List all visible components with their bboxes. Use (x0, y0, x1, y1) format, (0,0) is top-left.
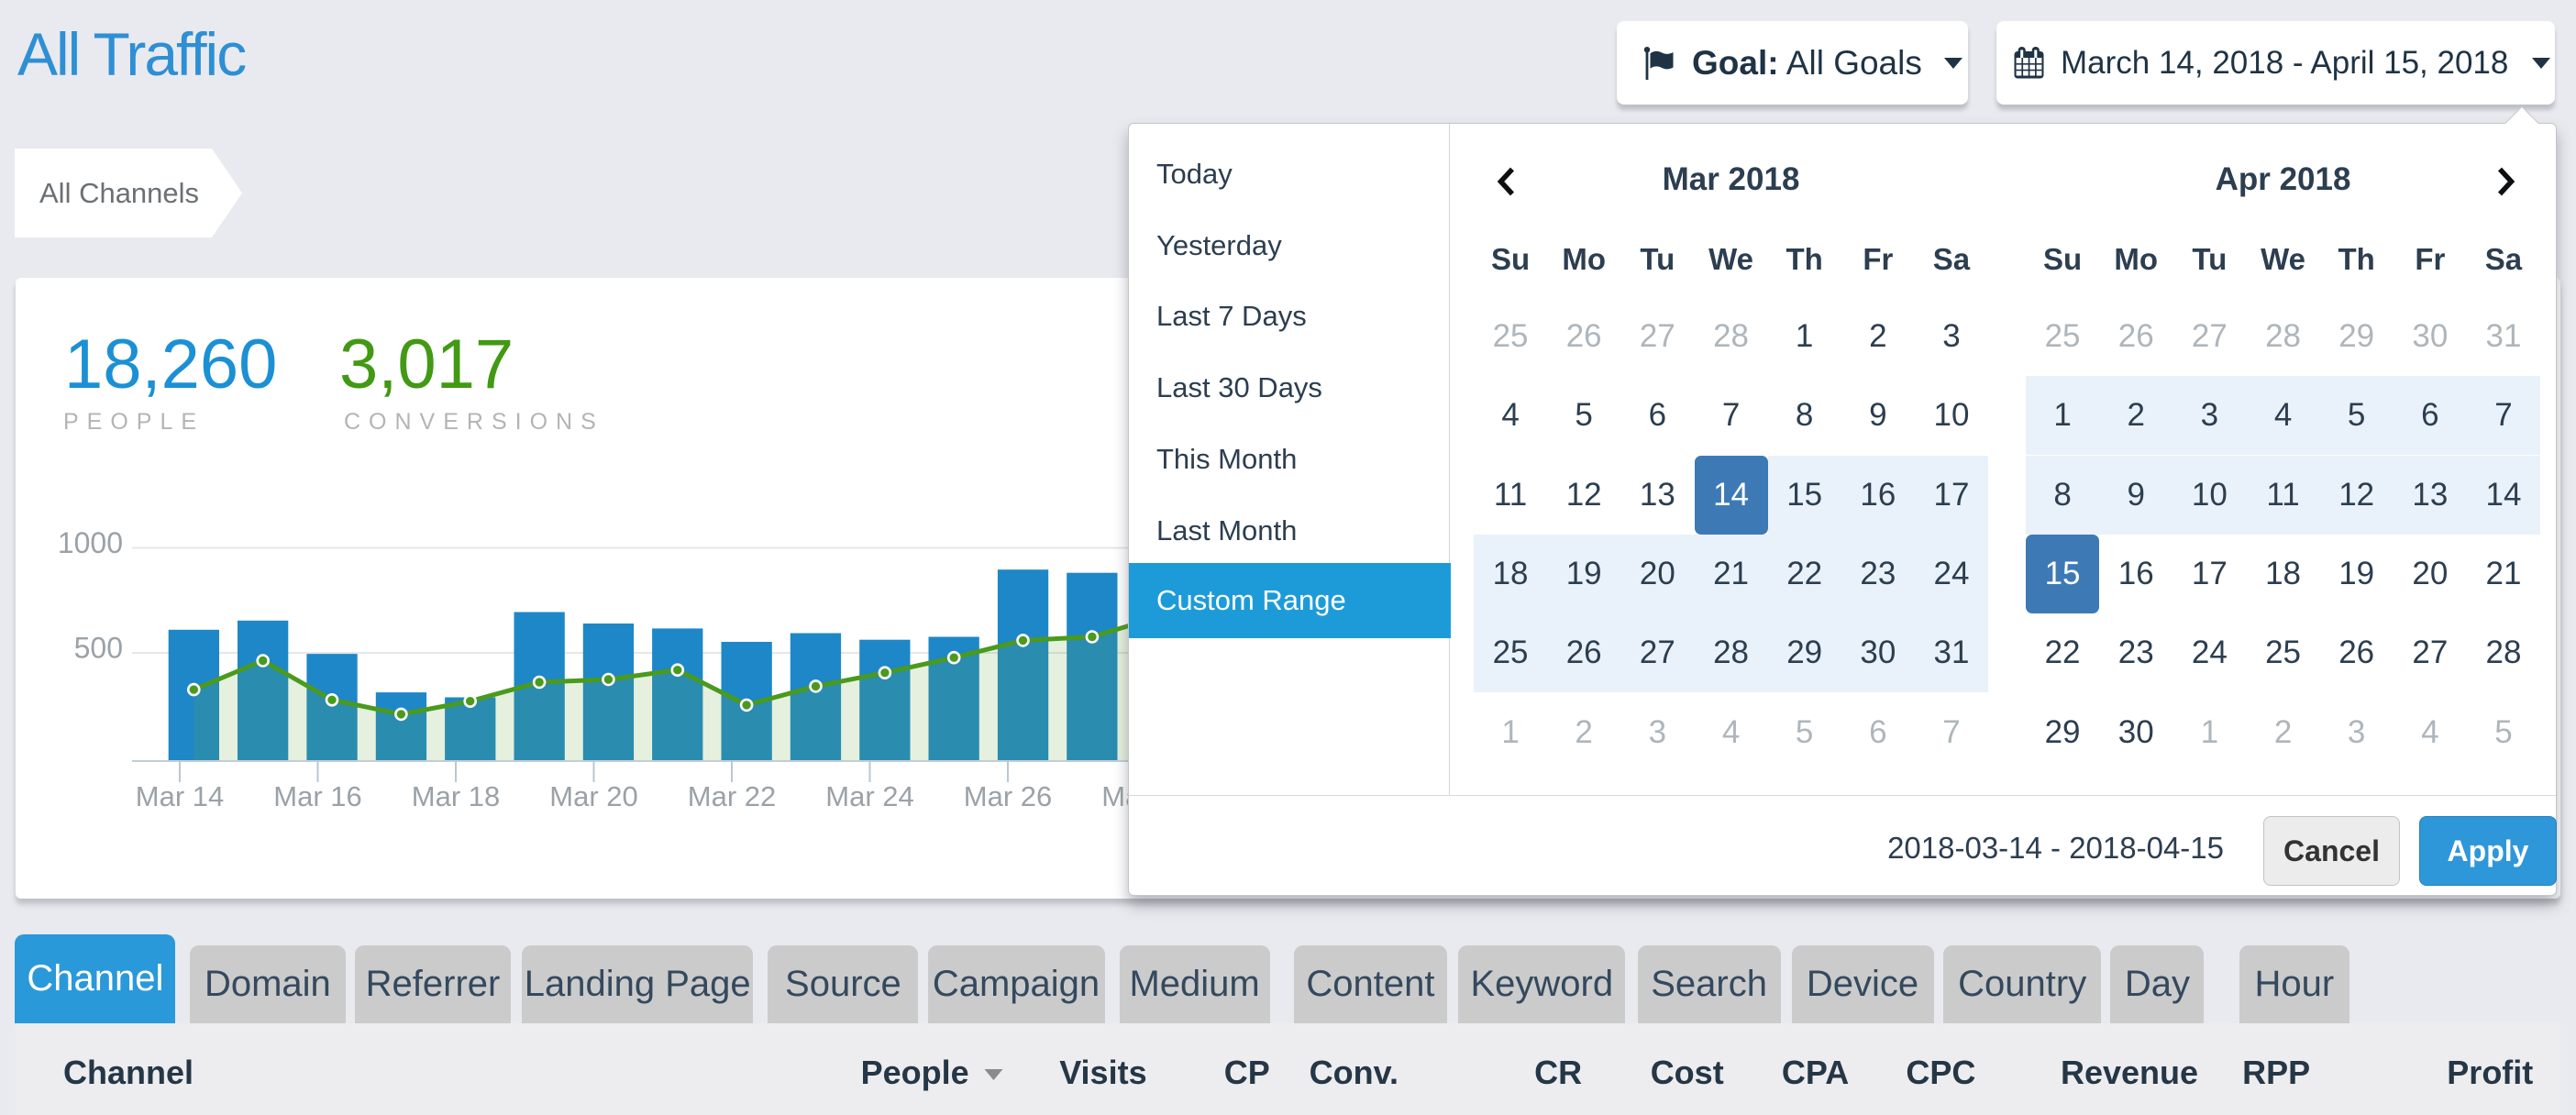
svg-text:500: 500 (74, 632, 123, 665)
svg-text:Mar 18: Mar 18 (412, 780, 500, 812)
svg-text:Mar 26: Mar 26 (964, 780, 1052, 812)
svg-text:Mar 16: Mar 16 (273, 780, 361, 812)
svg-text:Mar 20: Mar 20 (549, 780, 637, 812)
svg-text:1000: 1000 (58, 526, 123, 559)
svg-text:Mar 14: Mar 14 (136, 780, 224, 812)
svg-text:Mar 24: Mar 24 (825, 780, 913, 812)
svg-text:Mar 22: Mar 22 (688, 780, 776, 812)
